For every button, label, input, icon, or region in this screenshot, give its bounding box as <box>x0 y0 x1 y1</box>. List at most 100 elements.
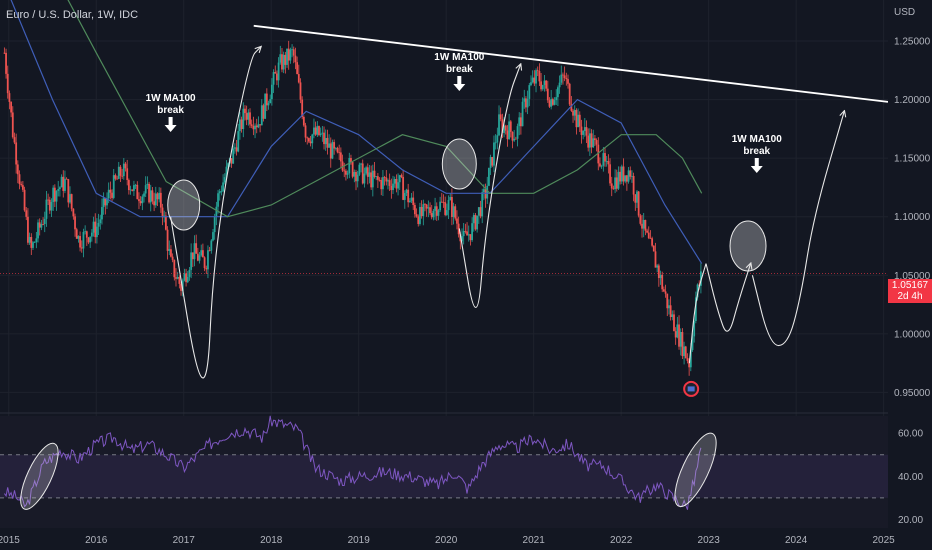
candle-body <box>410 197 413 201</box>
candle-body <box>400 175 403 177</box>
candle-body <box>346 173 349 175</box>
candle-body <box>585 127 588 136</box>
projection-rise <box>688 263 707 364</box>
candle-body <box>674 331 677 338</box>
ma-break-label-line2: break <box>446 64 473 75</box>
candle-body <box>23 189 26 211</box>
candle-body <box>651 238 654 246</box>
candle-body <box>89 236 92 243</box>
candle-body <box>148 183 150 203</box>
ma-break-label-line1: 1W MA100 <box>434 52 484 63</box>
time-tick-label: 2017 <box>173 535 196 546</box>
candle-body <box>178 276 181 284</box>
rsi-tick-label: 40.00 <box>898 472 923 483</box>
candle-body <box>413 204 416 215</box>
price-tick-label: 1.25000 <box>894 37 931 48</box>
candle-body <box>191 252 194 260</box>
candle-body <box>193 243 196 260</box>
candle-body <box>102 198 105 208</box>
candle-body <box>634 194 637 203</box>
candle-body <box>15 142 18 165</box>
candle-body <box>647 232 650 239</box>
candle-body <box>35 238 38 243</box>
candle-body <box>58 187 61 190</box>
ma-break-circle <box>441 138 477 190</box>
candle-body <box>227 163 230 167</box>
rsi-line <box>3 415 702 510</box>
price-axis-bg <box>888 0 932 550</box>
candle-body <box>600 165 603 167</box>
candle-body <box>629 170 632 177</box>
candle-body <box>255 125 258 128</box>
ma-break-label-line1: 1W MA100 <box>732 134 782 145</box>
candle-body <box>525 98 527 108</box>
candle-body <box>20 184 23 186</box>
candle-body <box>649 238 652 239</box>
candle-body <box>107 189 110 199</box>
candle-body <box>553 100 556 105</box>
candle-body <box>420 207 423 217</box>
candle-body <box>429 207 431 214</box>
candle-body <box>637 191 640 216</box>
candle-body <box>518 117 521 127</box>
candle-body <box>339 152 342 162</box>
candle-body <box>200 250 203 256</box>
candle-body <box>21 185 24 190</box>
candle-body <box>582 130 585 135</box>
rsi-background <box>0 416 888 528</box>
price-tick-label: 1.00000 <box>894 329 931 340</box>
candle-body <box>425 204 428 209</box>
candle-body <box>700 271 702 286</box>
price-tick-label: 1.15000 <box>894 154 931 165</box>
candle-body <box>464 230 467 232</box>
candle-body <box>158 192 161 200</box>
candle-body <box>602 153 605 166</box>
candle-body <box>646 230 648 233</box>
candle-body <box>696 284 699 298</box>
candle-body <box>72 208 75 217</box>
candle-body <box>656 265 659 268</box>
candle-body <box>190 252 193 270</box>
candle-body <box>28 236 31 243</box>
candle-body <box>439 201 442 211</box>
candle-body <box>196 253 199 261</box>
candle-body <box>333 142 336 149</box>
candle-body <box>245 113 248 120</box>
candle-body <box>476 215 479 230</box>
candle-body <box>662 289 665 292</box>
candle-body <box>466 231 468 236</box>
candle-body <box>519 117 522 127</box>
candle-body <box>599 163 601 167</box>
candle-body <box>240 119 243 130</box>
candle-body <box>558 82 561 88</box>
candle-body <box>230 158 233 164</box>
candle-body <box>444 202 447 215</box>
candle-body <box>324 137 327 145</box>
candle-body <box>121 175 124 177</box>
candle-body <box>131 189 134 191</box>
candle-body <box>622 166 625 182</box>
candle-body <box>565 78 568 80</box>
candle-body <box>249 112 251 125</box>
candle-body <box>38 222 41 228</box>
candle-body <box>316 126 319 135</box>
last-price-tag[interactable]: 1.05167 2d 4h <box>888 279 932 303</box>
candle-body <box>99 219 102 223</box>
candle-body <box>570 104 573 111</box>
candle-body <box>92 221 95 233</box>
candle-body <box>181 280 184 291</box>
candle-body <box>291 49 293 51</box>
candle-body <box>408 200 411 203</box>
candle-body <box>27 216 29 243</box>
candle-body <box>365 167 368 174</box>
candle-body <box>572 110 574 116</box>
candle-body <box>114 175 117 179</box>
candle-body <box>486 185 489 199</box>
candle-body <box>684 346 687 359</box>
candle-body <box>657 265 660 279</box>
candle-body <box>171 256 174 260</box>
candle-body <box>297 74 300 83</box>
candle-body <box>25 210 28 217</box>
candle-body <box>405 189 408 194</box>
candle-body <box>222 182 224 192</box>
